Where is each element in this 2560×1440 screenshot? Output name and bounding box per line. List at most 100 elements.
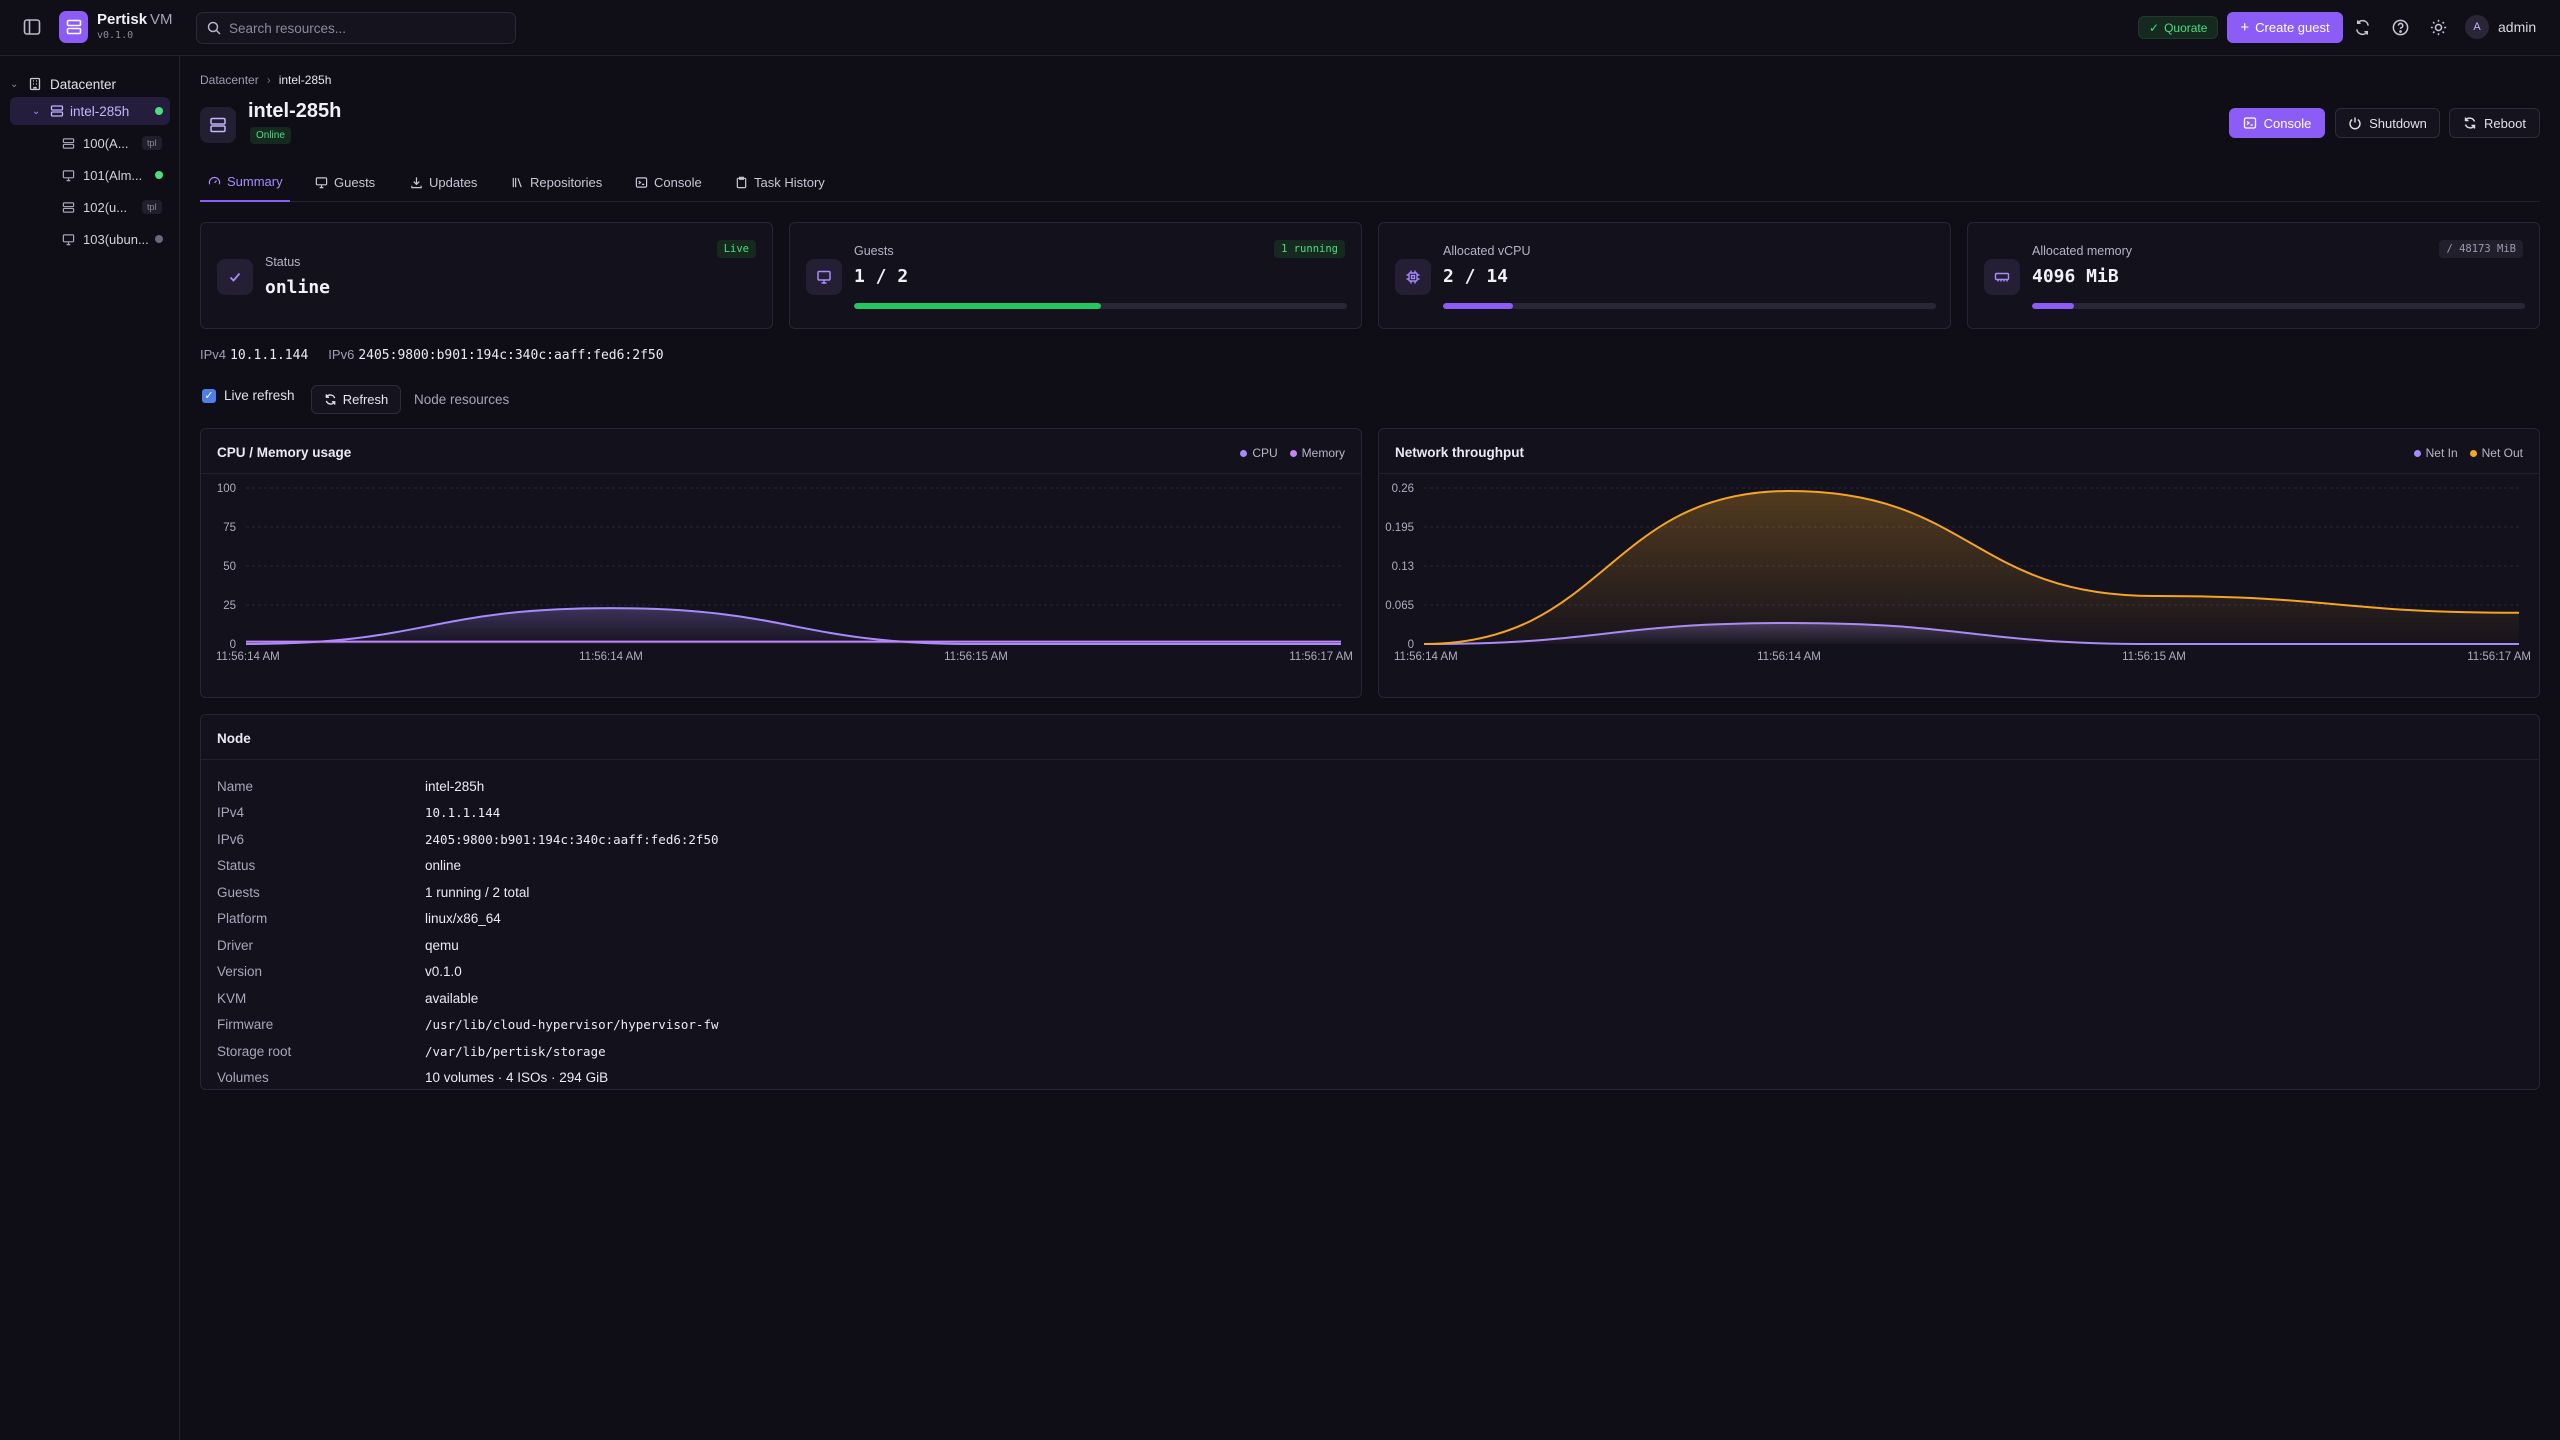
series-line-net-out [1423,489,2520,645]
status-dot [155,107,163,115]
legend-item-cpu: CPU [1240,446,1278,460]
y-tick-label: 50 [223,561,236,573]
help-icon[interactable] [2391,18,2410,37]
tree-guest-103[interactable]: 103(ubun... [62,227,172,251]
x-tick-label: 11:56:15 AM [2122,651,2186,663]
tree-guest-100[interactable]: 100(A... tpl [62,131,172,155]
row-key: IPv6 [217,831,245,847]
cpu-memory-chart: CPU / Memory usage CPU Memory 100 75 50 25 0… [200,428,1362,698]
table-row: Version v0.1.0 [217,959,2517,985]
tab-task-history[interactable]: Task History [735,162,825,202]
sidebar-toggle-icon[interactable] [22,17,42,37]
tree-guest-101[interactable]: 101(Alm... [62,163,172,187]
row-value: 1 running / 2 total [425,884,530,900]
theme-sun-icon[interactable] [2429,18,2448,37]
building-icon [29,77,41,91]
memory-value: 4096 MiB [2032,266,2119,287]
y-tick-label: 0 [230,639,236,651]
y-tick-label: 0.065 [1385,600,1414,612]
user-name[interactable]: admin [2498,19,2537,35]
chevron-down-icon[interactable]: ⌄ [32,105,41,117]
refresh-icon [325,394,336,405]
quorate-label: Quorate [2164,20,2208,35]
row-value: online [425,858,462,873]
status-value: online [265,277,331,298]
app-version: v0.1.0 [97,30,134,41]
memory-progress-bar [2032,303,2525,309]
row-key: Firmware [217,1017,274,1032]
clipboard-icon [736,176,747,188]
y-tick-label: 100 [217,483,236,495]
status-badge: Online [250,127,291,144]
node-resources-link[interactable]: Node resources [414,392,510,407]
x-tick-label: 11:56:14 AM [216,651,280,663]
table-row: Name intel-285h [217,773,2517,799]
refresh-icon[interactable] [2353,18,2372,37]
create-guest-button[interactable]: + Create guest [2227,12,2343,43]
x-tick-label: 11:56:14 AM [579,651,643,663]
power-icon [2349,117,2361,130]
tab-bar: Summary Guests Updates Repositories Cons… [200,162,2540,202]
row-key: IPv4 [217,805,245,820]
tab-task-history-label: Task History [754,174,825,190]
memory-card: Allocated memory 4096 MiB / 48173 MiB [1967,222,2540,329]
x-tick-label: 11:56:15 AM [944,651,1008,663]
monitor-icon [62,169,75,181]
chevron-right-icon: › [266,73,271,87]
live-refresh-checkbox[interactable]: ✓ [202,388,216,403]
vcpu-progress-bar [1443,303,1936,309]
row-key: Storage root [217,1043,292,1059]
check-icon [217,259,253,295]
chart-title: CPU / Memory usage [217,445,352,460]
tree-node-intel-285h[interactable]: ⌄ intel-285h [10,97,170,125]
shutdown-button[interactable]: Shutdown [2335,108,2440,138]
row-value: /var/lib/pertisk/storage [425,1043,606,1059]
row-value: qemu [425,937,459,953]
search-input[interactable]: Search resources... [196,12,516,44]
memory-total-chip: / 48173 MiB [2439,240,2523,258]
row-key: Guests [217,884,260,900]
app-logo[interactable] [59,11,88,43]
app-name: Pertisk [97,11,148,28]
row-value: 2405:9800:b901:194c:340c:aaff:fed6:2f50 [425,831,719,847]
row-key: KVM [217,990,247,1006]
tab-guests-label: Guests [334,174,376,190]
tree-datacenter[interactable]: ⌄ Datacenter [10,72,170,96]
row-key: Name [217,778,254,794]
chart-legend: Net In Net Out [2413,446,2523,460]
tree-datacenter-label: Datacenter [50,76,117,92]
breadcrumb-datacenter[interactable]: Datacenter [200,73,259,87]
template-icon [62,201,75,213]
refresh-button[interactable]: Refresh [311,385,401,414]
tab-updates-label: Updates [429,174,478,190]
ipv6-label: IPv6 [328,347,355,362]
guest-label: 102(u... [83,199,128,215]
memory-label: Allocated memory [2032,244,2133,258]
table-row: Firmware/usr/lib/cloud-hypervisor/hyperv… [217,1012,2517,1038]
tree-guest-102[interactable]: 102(u... tpl [62,195,172,219]
app-suffix: VM [150,11,173,28]
row-value: 10.1.1.144 [425,805,501,820]
tab-console[interactable]: Console [635,162,702,202]
tab-summary[interactable]: Summary [200,162,290,202]
table-row: KVM available [217,985,2517,1011]
search-placeholder: Search resources... [229,20,347,36]
console-button[interactable]: Console [2229,108,2325,138]
server-icon [200,107,236,143]
create-guest-label: Create guest [2255,20,2330,35]
tab-repositories[interactable]: Repositories [511,162,602,202]
tab-updates[interactable]: Updates [410,162,477,202]
table-row: Guests 1 running / 2 total [217,879,2517,905]
live-refresh-toggle[interactable]: ✓ Live refresh [202,388,295,403]
node-info-title: Node [217,731,251,746]
avatar[interactable]: A [2465,15,2489,39]
gauge-icon [208,176,221,184]
breadcrumb-current: intel-285h [278,73,332,87]
row-key: Platform [217,911,268,926]
server-icon [50,105,64,117]
tab-guests[interactable]: Guests [315,162,375,202]
reboot-button[interactable]: Reboot [2449,108,2540,138]
chevron-down-icon[interactable]: ⌄ [10,78,19,90]
status-label: Status [265,255,301,269]
